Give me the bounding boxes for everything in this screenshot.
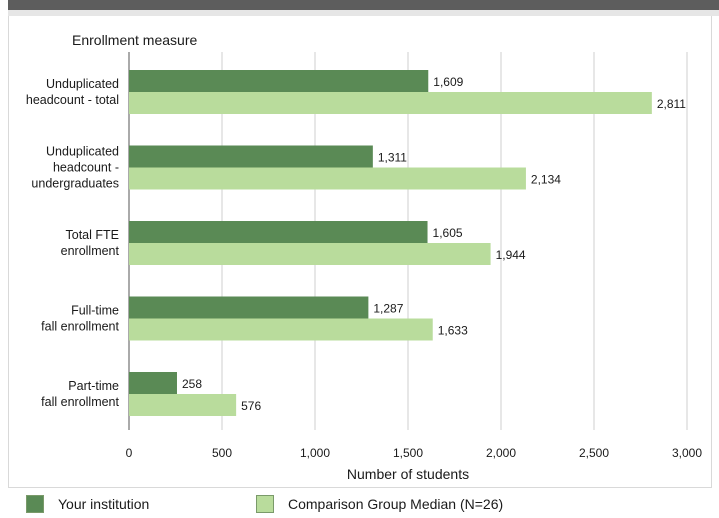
- bar: [129, 243, 491, 265]
- bar-value-label: 1,633: [438, 324, 468, 338]
- legend-label-your-institution: Your institution: [58, 496, 150, 512]
- bar: [129, 70, 429, 92]
- bar-value-label: 1,944: [496, 248, 526, 262]
- bar-value-label: 1,287: [373, 302, 403, 316]
- category-label: undergraduates: [31, 177, 119, 191]
- category-axis-title: Enrollment measure: [72, 32, 197, 48]
- category-label: Unduplicated: [46, 145, 119, 159]
- bar-value-label: 1,609: [433, 75, 463, 89]
- category-label: Part-time: [68, 379, 119, 393]
- x-tick-label: 2,000: [486, 446, 516, 460]
- category-label: Full-time: [71, 304, 119, 318]
- x-axis-title: Number of students: [347, 466, 469, 482]
- bars: [129, 70, 652, 416]
- data-labels: 1,609 2,811 1,311 2,134 1,605 1,944 1,287 1,633…: [182, 75, 686, 413]
- top-border-bar: [8, 0, 719, 10]
- bar-value-label: 2,134: [531, 173, 561, 187]
- x-tick-labels: 0 500 1,000 1,500 2,000 2,500 3,000: [126, 446, 703, 460]
- top-border-shadow: [8, 10, 719, 16]
- legend-item-your-institution: Your institution: [26, 494, 149, 514]
- bar: [129, 318, 433, 341]
- bar: [129, 167, 526, 190]
- x-tick-label: 2,500: [579, 446, 609, 460]
- enrollment-bar-chart: 1,609 2,811 1,311 2,134 1,605 1,944 1,287 1,633…: [26, 32, 703, 482]
- bar-value-label: 2,811: [657, 97, 686, 111]
- chart-frame: [8, 16, 712, 488]
- category-label: headcount -: [53, 161, 119, 175]
- x-tick-label: 500: [212, 446, 232, 460]
- bar-value-label: 258: [182, 377, 202, 391]
- bar: [129, 221, 428, 243]
- bar-value-label: 1,605: [433, 226, 463, 240]
- legend-item-comparison-median: Comparison Group Median (N=26): [256, 494, 503, 514]
- category-labels: Unduplicated headcount - total Unduplicate…: [26, 77, 120, 409]
- x-tick-label: 3,000: [672, 446, 702, 460]
- category-label: Unduplicated: [46, 77, 119, 91]
- bar-value-label: 576: [241, 399, 261, 413]
- x-tick-label: 1,500: [393, 446, 423, 460]
- legend-swatch-your-institution: [26, 495, 44, 513]
- bar: [129, 92, 652, 114]
- bar: [129, 372, 177, 394]
- category-label: Total FTE: [66, 228, 120, 242]
- legend-swatch-comparison-median: [256, 495, 274, 513]
- bar: [129, 145, 373, 168]
- category-label: fall enrollment: [41, 320, 119, 334]
- bar-value-label: 1,311: [378, 151, 407, 165]
- x-tick-label: 0: [126, 446, 133, 460]
- category-label: headcount - total: [26, 93, 119, 107]
- bar: [129, 394, 237, 416]
- category-label: fall enrollment: [41, 395, 119, 409]
- bar: [129, 296, 369, 319]
- legend-label-comparison-median: Comparison Group Median (N=26): [288, 496, 504, 512]
- category-label: enrollment: [61, 244, 120, 258]
- x-tick-label: 1,000: [300, 446, 330, 460]
